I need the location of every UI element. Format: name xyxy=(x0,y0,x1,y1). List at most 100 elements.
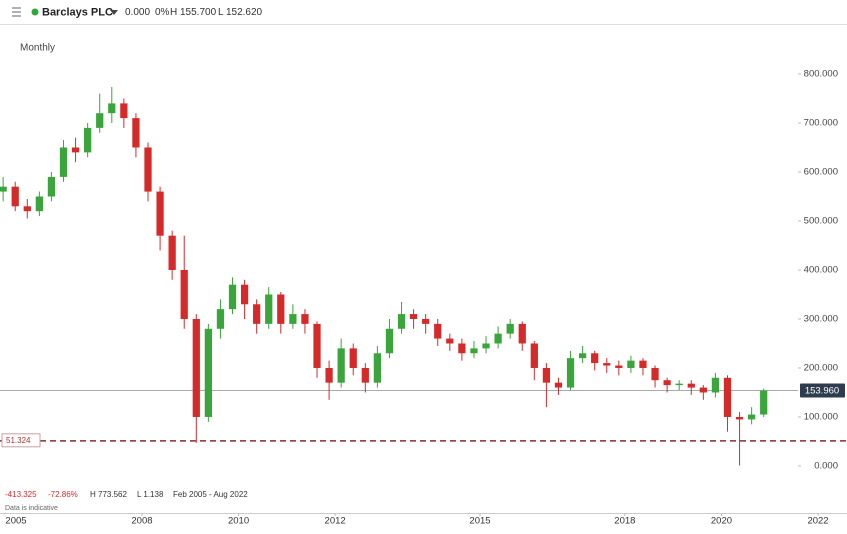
candle-body xyxy=(397,314,406,329)
candle-body xyxy=(554,382,563,388)
candle-body xyxy=(687,383,695,388)
y-tick-label: 0.000 xyxy=(814,460,838,471)
stat-low: L 1.138 xyxy=(137,490,164,499)
candle-body xyxy=(216,309,225,329)
level-tag-box xyxy=(1,433,41,448)
candle-body xyxy=(675,383,683,386)
day-high: H 155.700 xyxy=(170,7,217,18)
candle-body xyxy=(108,103,116,114)
candle-body xyxy=(301,314,309,324)
candle-body xyxy=(373,353,382,383)
level-tag: 51.324 xyxy=(6,436,31,445)
candle-body xyxy=(144,147,152,192)
candle-body xyxy=(313,323,321,368)
candle-body xyxy=(385,328,394,354)
candle-body xyxy=(289,314,297,324)
candle-body xyxy=(446,338,454,344)
price-tag: 153.960 xyxy=(805,386,839,397)
instrument-name[interactable]: Barclays PLC xyxy=(42,6,113,18)
candle-body xyxy=(409,314,418,319)
y-tick-label: 500.000 xyxy=(804,215,838,226)
y-tick-label: 800.000 xyxy=(804,69,838,80)
candle-body xyxy=(240,284,249,305)
candle-body xyxy=(96,113,104,128)
candle-body xyxy=(265,294,273,324)
y-tick-label: 700.000 xyxy=(804,118,838,129)
y-tick-label: 400.000 xyxy=(804,264,838,275)
candle-body xyxy=(578,353,587,359)
stat-high: H 773.562 xyxy=(90,490,127,499)
dropdown-arrow[interactable] xyxy=(110,10,118,15)
candle-body xyxy=(651,367,659,381)
status-dot xyxy=(31,8,39,16)
candle-body xyxy=(0,186,7,192)
y-tick-label: 100.000 xyxy=(804,411,838,422)
candle-body xyxy=(434,323,442,339)
candle-body xyxy=(591,353,599,364)
candle-body xyxy=(506,323,514,334)
stat-range: Feb 2005 - Aug 2022 xyxy=(173,490,248,499)
candle-body xyxy=(748,414,756,420)
candle-body xyxy=(542,367,551,383)
candle-body xyxy=(59,147,68,177)
day-low: L 152.620 xyxy=(218,7,263,18)
candle-body xyxy=(494,333,502,344)
candle-body xyxy=(35,196,43,212)
candle-body xyxy=(663,380,671,386)
candle-body xyxy=(566,358,575,388)
y-tick-label: 600.000 xyxy=(804,167,838,178)
candle-body xyxy=(168,235,176,270)
candle-body xyxy=(84,127,92,153)
candle-body xyxy=(192,318,200,417)
x-tick-label: 2005 xyxy=(5,516,26,527)
stat-change: -413.325 xyxy=(5,490,37,499)
candle-body xyxy=(23,206,31,212)
x-tick-label: 2008 xyxy=(131,516,152,527)
candle-body xyxy=(639,360,647,368)
x-tick-label: 2018 xyxy=(614,516,635,527)
change-pct: 0% xyxy=(155,7,170,18)
candle-body xyxy=(615,365,623,368)
candle-body xyxy=(361,367,369,383)
candle-body xyxy=(253,304,261,324)
candle-body xyxy=(627,360,635,368)
candle-body xyxy=(760,390,768,415)
y-tick-label: 300.000 xyxy=(804,313,838,324)
note: Data is indicative xyxy=(5,505,58,512)
candle-body xyxy=(337,348,345,383)
candle-body xyxy=(699,387,707,393)
menu-icon[interactable] xyxy=(12,7,21,17)
candle-body xyxy=(120,103,128,119)
candle-body xyxy=(482,343,490,349)
x-tick-label: 2020 xyxy=(711,516,732,527)
price-tag-box xyxy=(800,383,845,398)
change: 0.000 xyxy=(125,7,150,18)
y-tick-label: 200.000 xyxy=(804,362,838,373)
candle-body xyxy=(711,377,720,393)
candle-body xyxy=(71,147,80,153)
stat-change-pct: -72.86% xyxy=(48,490,78,499)
candle-body xyxy=(723,377,732,417)
candle-body xyxy=(228,284,237,310)
candle-body xyxy=(530,343,538,368)
candle-body xyxy=(180,269,188,319)
candle-body xyxy=(518,323,526,344)
candle-body xyxy=(325,367,333,383)
x-tick-label: 2012 xyxy=(325,516,346,527)
candle-body xyxy=(277,294,285,324)
candle-body xyxy=(47,176,56,197)
candle-body xyxy=(349,348,357,368)
candle-body xyxy=(458,343,466,354)
x-tick-label: 2015 xyxy=(469,516,490,527)
x-tick-label: 2022 xyxy=(807,516,828,527)
interval: Monthly xyxy=(20,43,55,54)
candle-body xyxy=(735,416,744,420)
x-tick-label: 2010 xyxy=(228,516,249,527)
candle-body xyxy=(422,318,430,324)
candle-body xyxy=(470,348,478,354)
candle-body xyxy=(156,191,164,236)
candle-body xyxy=(603,363,611,366)
